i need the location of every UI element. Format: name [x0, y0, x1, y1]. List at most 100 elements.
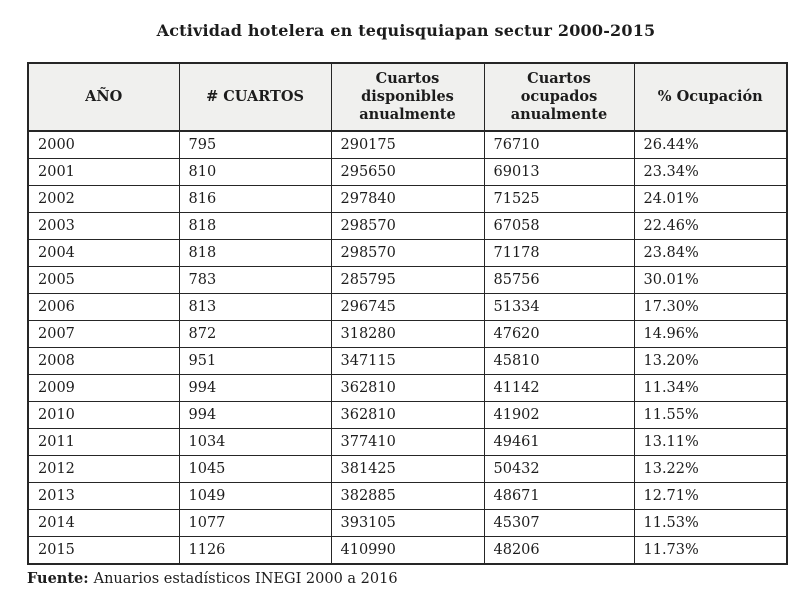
table-cell: 51334 — [483, 293, 635, 321]
table-cell: 872 — [178, 320, 332, 348]
source-note: Fuente: Anuarios estadísticos INEGI 2000 … — [27, 570, 812, 588]
table-cell: 2003 — [27, 212, 180, 240]
table-cell: 994 — [178, 401, 332, 429]
table-row: 2006 813 296745 51334 17.30% — [27, 293, 788, 321]
table-header-cell: AÑO — [27, 62, 180, 132]
table-cell: 1049 — [178, 482, 332, 510]
source-text: Anuarios estadísticos INEGI 2000 a 2016 — [93, 571, 398, 587]
table-cell: 2012 — [27, 455, 180, 483]
table-row: 2007 872 318280 47620 14.96% — [27, 320, 788, 348]
table-row: 2012 1045 381425 50432 13.22% — [27, 455, 788, 483]
table-cell: 393105 — [330, 509, 485, 537]
table-cell: 297840 — [330, 185, 485, 213]
table-cell: 71178 — [483, 239, 635, 267]
table-cell: 2002 — [27, 185, 180, 213]
table-row: 2002 816 297840 71525 24.01% — [27, 185, 788, 213]
table-cell: 71525 — [483, 185, 635, 213]
table-cell: 2000 — [27, 130, 180, 159]
table-row: 2003 818 298570 67058 22.46% — [27, 212, 788, 240]
hotel-activity-table: AÑO # CUARTOS Cuartos disponibles anualmen… — [27, 62, 788, 565]
table-cell: 290175 — [330, 130, 485, 159]
table-row: 2013 1049 382885 48671 12.71% — [27, 482, 788, 510]
table-cell: 816 — [178, 185, 332, 213]
table-cell: 11.55% — [633, 401, 788, 429]
table-cell: 11.73% — [633, 536, 788, 565]
table-cell: 2014 — [27, 509, 180, 537]
table-cell: 295650 — [330, 158, 485, 186]
table-cell: 381425 — [330, 455, 485, 483]
table-cell: 298570 — [330, 239, 485, 267]
table-header-cell: Cuartos ocupados anualmente — [483, 62, 635, 132]
table-cell: 2008 — [27, 347, 180, 375]
table-row: 2011 1034 377410 49461 13.11% — [27, 428, 788, 456]
table-cell: 783 — [178, 266, 332, 294]
table-cell: 2009 — [27, 374, 180, 402]
source-label: Fuente: — [27, 570, 89, 587]
table-cell: 296745 — [330, 293, 485, 321]
table-body: 2000 795 290175 76710 26.44% 2001 810 295650 690… — [27, 130, 788, 565]
table-row: 2009 994 362810 41142 11.34% — [27, 374, 788, 402]
table-cell: 1077 — [178, 509, 332, 537]
table-cell: 11.53% — [633, 509, 788, 537]
table-cell: 951 — [178, 347, 332, 375]
table-header-cell: Cuartos disponibles anualmente — [330, 62, 485, 132]
table-cell: 810 — [178, 158, 332, 186]
table-cell: 26.44% — [633, 130, 788, 159]
table-cell: 41142 — [483, 374, 635, 402]
table-row: 2010 994 362810 41902 11.55% — [27, 401, 788, 429]
table-cell: 14.96% — [633, 320, 788, 348]
table-cell: 2004 — [27, 239, 180, 267]
table-cell: 23.34% — [633, 158, 788, 186]
table-cell: 410990 — [330, 536, 485, 565]
table-cell: 23.84% — [633, 239, 788, 267]
table-cell: 13.11% — [633, 428, 788, 456]
table-cell: 1034 — [178, 428, 332, 456]
table-header-cell: # CUARTOS — [178, 62, 332, 132]
table-cell: 2005 — [27, 266, 180, 294]
table-cell: 362810 — [330, 374, 485, 402]
table-cell: 2006 — [27, 293, 180, 321]
table-cell: 22.46% — [633, 212, 788, 240]
table-header: AÑO # CUARTOS Cuartos disponibles anualmen… — [27, 62, 788, 132]
table-cell: 30.01% — [633, 266, 788, 294]
table-cell: 994 — [178, 374, 332, 402]
table-cell: 318280 — [330, 320, 485, 348]
table-cell: 11.34% — [633, 374, 788, 402]
table-cell: 362810 — [330, 401, 485, 429]
table-cell: 85756 — [483, 266, 635, 294]
page-title: Actividad hotelera en tequisquiapan sect… — [156, 21, 656, 40]
table-cell: 17.30% — [633, 293, 788, 321]
table-cell: 50432 — [483, 455, 635, 483]
table-cell: 2007 — [27, 320, 180, 348]
table-cell: 45810 — [483, 347, 635, 375]
table-row: 2005 783 285795 85756 30.01% — [27, 266, 788, 294]
table-cell: 2010 — [27, 401, 180, 429]
table-cell: 795 — [178, 130, 332, 159]
table-cell: 377410 — [330, 428, 485, 456]
table-cell: 2013 — [27, 482, 180, 510]
table-cell: 347115 — [330, 347, 485, 375]
table-row: 2008 951 347115 45810 13.20% — [27, 347, 788, 375]
table-header-row: AÑO # CUARTOS Cuartos disponibles anualmen… — [27, 62, 788, 132]
table-cell: 45307 — [483, 509, 635, 537]
table-cell: 1126 — [178, 536, 332, 565]
table-cell: 48206 — [483, 536, 635, 565]
table-cell: 285795 — [330, 266, 485, 294]
table-cell: 813 — [178, 293, 332, 321]
table-cell: 818 — [178, 239, 332, 267]
table-row: 2014 1077 393105 45307 11.53% — [27, 509, 788, 537]
table-cell: 76710 — [483, 130, 635, 159]
table-cell: 67058 — [483, 212, 635, 240]
table-cell: 24.01% — [633, 185, 788, 213]
table-cell: 48671 — [483, 482, 635, 510]
table-header-cell: % Ocupación — [633, 62, 788, 132]
table-cell: 382885 — [330, 482, 485, 510]
table-row: 2001 810 295650 69013 23.34% — [27, 158, 788, 186]
table-row: 2015 1126 410990 48206 11.73% — [27, 536, 788, 565]
table-cell: 41902 — [483, 401, 635, 429]
table-cell: 2001 — [27, 158, 180, 186]
table-cell: 2015 — [27, 536, 180, 565]
table-cell: 12.71% — [633, 482, 788, 510]
table-cell: 69013 — [483, 158, 635, 186]
